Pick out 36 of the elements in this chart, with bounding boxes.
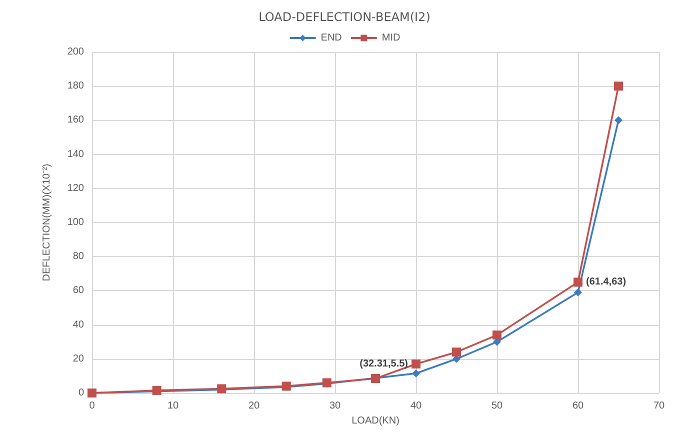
annotation: (32.31,5.5) — [360, 358, 408, 370]
y-tick-label: 60 — [72, 285, 84, 296]
y-tick-label: 100 — [67, 217, 84, 228]
y-tick-label: 180 — [67, 80, 84, 92]
y-tick-label: 0 — [78, 388, 84, 398]
y-tick-label: 40 — [72, 319, 84, 330]
point — [574, 278, 582, 287]
x-tick-label: 60 — [572, 400, 584, 412]
y-tick-label: 20 — [72, 353, 84, 364]
legend-label: END — [320, 32, 342, 44]
point — [412, 360, 420, 369]
x-tick-label: 70 — [653, 400, 665, 412]
y-tick-label: 140 — [67, 148, 84, 160]
y-tick-label: 200 — [67, 46, 84, 58]
y-axis-title: DEFLECTION(MM)(X10⁻²) — [42, 164, 52, 282]
point — [614, 116, 622, 124]
point — [152, 386, 162, 395]
x-tick-label: 50 — [491, 400, 503, 412]
x-tick-label: 0 — [89, 400, 96, 412]
point — [371, 374, 380, 384]
legend-label: MID — [382, 32, 400, 44]
point — [452, 348, 461, 357]
y-tick-label: 160 — [67, 114, 84, 126]
x-tick-label: 30 — [329, 400, 341, 412]
chart-title: LOAD-DEFLECTION-BEAM(I2) — [258, 10, 430, 24]
annotation: (61.4,63) — [586, 276, 626, 288]
point — [574, 288, 582, 296]
x-tick-label: 10 — [167, 400, 179, 412]
point — [614, 82, 623, 91]
y-tick-label: 80 — [72, 251, 84, 262]
point — [492, 330, 502, 340]
x-axis-title: LOAD(KN) — [352, 415, 400, 426]
x-tick-label: 40 — [410, 400, 422, 412]
y-tick-label: 120 — [67, 182, 84, 194]
x-tick-label: 20 — [248, 400, 260, 412]
point — [412, 369, 420, 378]
